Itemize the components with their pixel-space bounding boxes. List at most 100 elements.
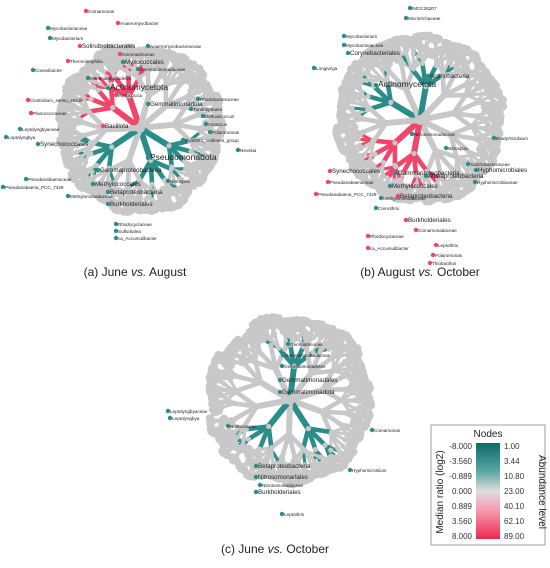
taxon-label: Burkholderiales (408, 217, 451, 224)
taxon-label: Gemmatimonadaceae (285, 353, 331, 358)
legend-color-bar (476, 443, 500, 539)
taxon-label: Clostridium_sensu_stricto (30, 98, 83, 103)
tree-node (178, 74, 183, 79)
tree-node (329, 429, 334, 434)
taxon-label: Gemmatimonadales (282, 377, 337, 384)
tree-node (416, 54, 421, 59)
taxon-label: Synechococcales (40, 141, 88, 148)
taxon-label: Azoarcus (208, 122, 228, 127)
tree-node (294, 334, 299, 339)
tree-node (342, 437, 347, 442)
tree-node (192, 90, 197, 95)
tree-node (88, 151, 93, 156)
taxon-label: Burkholderiales (110, 201, 153, 208)
tree-edge (386, 120, 420, 123)
taxon-label: Burkholderiales (258, 489, 301, 496)
color-tick-label: -3.560 (449, 457, 472, 466)
tree-node (268, 343, 273, 348)
tree-node (257, 455, 262, 460)
tree-node (237, 360, 242, 365)
taxon-label: Thermoleophilia (70, 59, 103, 64)
tree-node (471, 136, 476, 141)
taxon-label: Rhodocyclaceae (370, 234, 404, 239)
tree-node (235, 374, 240, 379)
tree-node (280, 452, 285, 457)
tree-node (455, 155, 460, 160)
tree-node (262, 457, 267, 462)
tree-node (352, 406, 357, 411)
tree-node (479, 91, 484, 96)
tree-node (483, 125, 488, 130)
taxon-label: Leptolyngbya (172, 416, 200, 421)
tree-node (244, 364, 249, 369)
tree-node (372, 62, 377, 67)
tree-node (388, 100, 393, 105)
legend-size-axis-label: Abundance level (536, 455, 547, 529)
tree-node (193, 126, 198, 131)
tree-node (198, 129, 203, 134)
tree-node (344, 425, 349, 430)
taxon-label: Comamonas (374, 428, 401, 433)
tree-node (187, 88, 192, 93)
tree-node (364, 78, 369, 83)
tree-node (91, 85, 96, 90)
taxon-label: Gammaproteobacteria (100, 167, 162, 174)
tree-node (306, 426, 311, 431)
tree-node (362, 117, 367, 122)
root-node (285, 395, 295, 405)
leaf-node (224, 366, 232, 374)
taxon-label: Myxococcia (118, 93, 142, 98)
tree-node (331, 351, 336, 356)
taxon-label: Microtrichaceae (408, 16, 441, 21)
caption-panel-a: (a) June vs. August (84, 265, 187, 279)
tree-node (342, 359, 347, 364)
tree-node (322, 442, 327, 447)
leaf-node (259, 335, 267, 343)
tree-node (465, 80, 470, 85)
tree-node (420, 61, 425, 66)
leaf-node (220, 415, 228, 423)
taxon-label: Synechococcales (332, 168, 380, 175)
taxon-label: Hyphomicrobiaceae (477, 180, 518, 185)
tree-node (440, 57, 445, 62)
color-tick-label: 3.560 (452, 517, 473, 526)
tree-node (472, 101, 477, 106)
taxon-label: Leptothrix (284, 512, 305, 517)
taxon-label: Leptolyngbyaceae (170, 409, 208, 414)
tree-node (259, 351, 264, 356)
taxon-label: Nitrosomonadales (258, 474, 308, 481)
caption-panel-b: (b) August vs. October (360, 265, 479, 279)
taxon-label: Bacillota (105, 123, 129, 130)
taxon-label: Longivirga (316, 66, 338, 71)
tree-node (433, 148, 438, 153)
caption-panel-c: (c) June vs. October (221, 542, 329, 556)
taxon-label: Leptolyngbya (8, 135, 36, 140)
tree-node (192, 113, 197, 118)
taxon-label: Betaproteobacteria (400, 193, 453, 200)
tree-node (266, 424, 271, 429)
taxon-label: Methylomonadaceae (70, 194, 113, 199)
tree-node (408, 65, 413, 70)
tree-node (468, 124, 473, 129)
taxon-label: Gemmatimonas (122, 52, 155, 57)
color-tick-label: 8.000 (452, 532, 473, 541)
tree-node (434, 59, 439, 64)
taxon-label: Tundrisphaera (193, 107, 223, 112)
taxon-label: Gemmatimonas (290, 342, 323, 347)
tree-node (463, 93, 468, 98)
leaf-node (302, 330, 310, 338)
taxon-label: Hyphomicrobiales (478, 167, 527, 174)
taxon-label: ca_Accumulibacter (370, 246, 409, 251)
tree-node (234, 416, 239, 421)
taxon-label: Defluviicoccus (205, 114, 235, 119)
taxon-label: Nitrosomonadaceae (414, 132, 456, 137)
tree-node (181, 79, 186, 84)
tree-panel-c: Gemmatimonas Gemmatimonadaceae Gemmatimona… (166, 313, 401, 517)
taxon-label: Solirubrobacterales (82, 43, 135, 50)
tree-node (82, 132, 87, 137)
tree-node (258, 380, 263, 385)
tree-node (76, 131, 81, 136)
taxon-label: Conexibacter (35, 68, 63, 73)
taxon-label: Rhodobacteraceae (200, 97, 239, 102)
tree-node (235, 434, 240, 439)
